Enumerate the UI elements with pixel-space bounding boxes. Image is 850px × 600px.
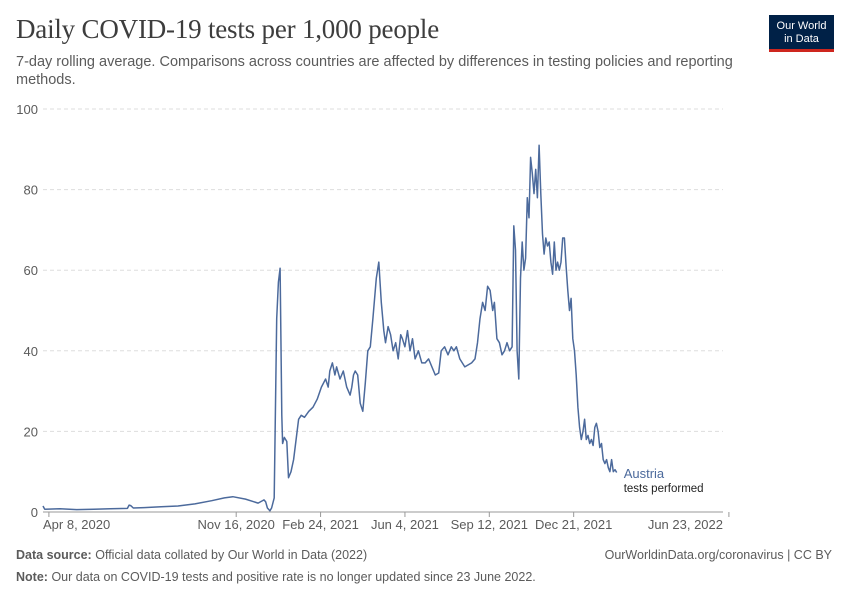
series-label-name: Austria (624, 466, 665, 481)
x-tick-label-0: Apr 8, 2020 (43, 517, 110, 532)
logo-line-2: in Data (784, 33, 819, 45)
source-link[interactable]: OurWorldinData.org/coronavirus | CC BY (604, 548, 832, 562)
x-tick-label-3: Jun 4, 2021 (371, 517, 439, 532)
data-source-text: Official data collated by Our World in D… (95, 548, 368, 562)
series-layer (42, 144, 618, 512)
x-tick-label-6: Jun 23, 2022 (648, 517, 723, 532)
note-text: Our data on COVID-19 tests and positive … (51, 570, 536, 584)
chart-title: Daily COVID-19 tests per 1,000 people (16, 14, 440, 44)
grid-layer (43, 108, 723, 432)
x-tick-label-5: Dec 21, 2021 (535, 517, 612, 532)
y-tick-label-20: 20 (24, 424, 38, 439)
series-line-austria (42, 144, 618, 512)
line-chart: 0 20 40 60 80 100 Apr 8, 2020 Nov 16, 2020 Feb 2… (16, 102, 730, 532)
y-tick-label-100: 100 (16, 102, 38, 117)
x-tick-label-2: Feb 24, 2021 (282, 517, 359, 532)
x-tick-label-4: Sep 12, 2021 (451, 517, 528, 532)
data-source-label: Data source: (16, 548, 92, 562)
axis-layer: 0 20 40 60 80 100 Apr 8, 2020 Nov 16, 2020 Feb 2… (16, 102, 730, 532)
y-tick-label-80: 80 (24, 183, 38, 198)
chart-subtitle: 7-day rolling average. Comparisons acros… (16, 54, 733, 88)
y-tick-label-0: 0 (31, 505, 38, 520)
logo-line-1: Our World (776, 20, 827, 32)
y-tick-label-40: 40 (24, 344, 38, 359)
x-tick-label-1: Nov 16, 2020 (198, 517, 275, 532)
note-label: Note: (16, 570, 48, 584)
data-source-line: Data source: Official data collated by O… (16, 548, 367, 562)
label-layer: Austria tests performed (624, 466, 704, 495)
series-label-sub: tests performed (624, 483, 704, 495)
note-line: Note: Our data on COVID-19 tests and pos… (16, 570, 536, 584)
y-tick-label-60: 60 (24, 263, 38, 278)
owid-logo[interactable]: Our World in Data (769, 15, 834, 52)
